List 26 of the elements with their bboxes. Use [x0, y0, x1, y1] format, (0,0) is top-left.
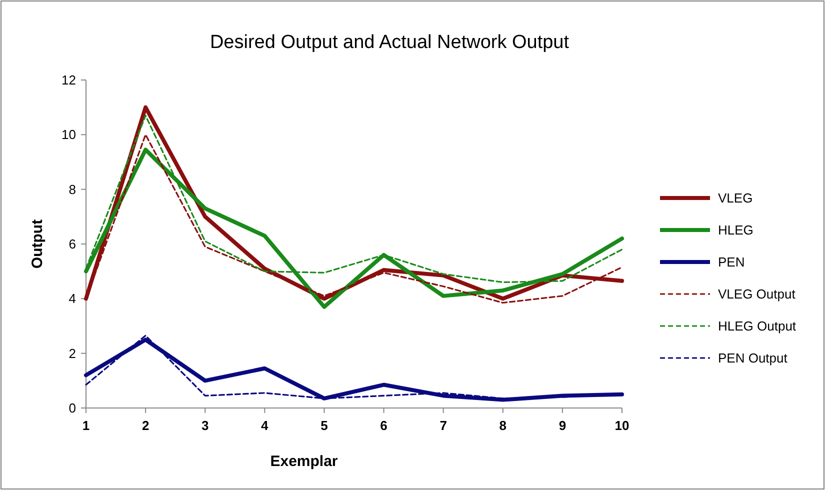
y-axis-title: Output [29, 219, 46, 269]
legend-label: PEN Output [718, 350, 788, 366]
y-tick-label: 12 [62, 72, 76, 88]
legend-label: HLEG [718, 222, 754, 238]
x-tick-label: 6 [380, 418, 388, 433]
x-tick-label: 5 [320, 418, 328, 433]
y-tick-label: 4 [68, 291, 76, 306]
x-tick-label: 7 [440, 418, 447, 433]
legend-label: HLEG Output [718, 318, 796, 334]
x-tick-label: 1 [82, 418, 90, 433]
x-tick-label: 3 [201, 418, 209, 433]
x-tick-label: 4 [261, 418, 270, 433]
y-tick-label: 6 [68, 236, 76, 252]
legend-label: VLEG [718, 190, 753, 206]
chart-title: Desired Output and Actual Network Output [210, 32, 570, 53]
x-tick-label: 10 [614, 418, 630, 433]
x-tick-label: 2 [142, 418, 150, 433]
legend-label: VLEG Output [718, 286, 796, 302]
x-tick-label: 9 [558, 418, 566, 433]
x-axis-title: Exemplar [270, 453, 338, 470]
y-tick-label: 10 [62, 127, 76, 142]
y-tick-label: 2 [68, 346, 76, 361]
x-tick-label: 8 [499, 418, 507, 433]
legend-label: PEN [718, 254, 745, 270]
y-tick-label: 8 [68, 182, 76, 197]
y-tick-label: 0 [68, 400, 76, 416]
